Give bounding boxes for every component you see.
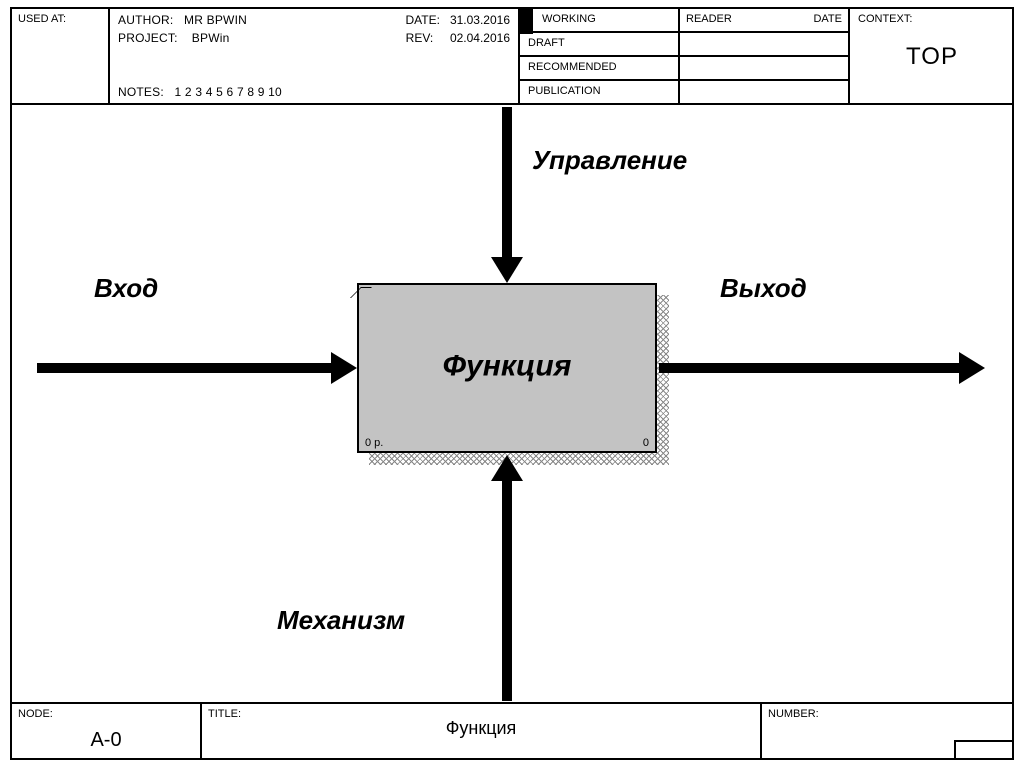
function-box-label: Функция — [359, 349, 655, 383]
author-value: MR BPWIN — [184, 13, 247, 27]
reader-row-1 — [680, 33, 848, 57]
rev-value: 02.04.2016 — [450, 31, 510, 45]
status-recommended: RECOMMENDED — [520, 57, 680, 81]
input-arrow-head-icon — [331, 352, 357, 384]
status-marker-icon — [519, 8, 533, 34]
footer: NODE: A-0 TITLE: Функция NUMBER: — [12, 702, 1012, 758]
mechanism-arrow — [502, 479, 512, 701]
idef0-frame: USED AT: AUTHOR: MR BPWIN PROJECT: BPWin… — [10, 7, 1014, 760]
function-box-bl: 0 р. — [365, 437, 383, 449]
footer-corner-box — [954, 740, 1014, 758]
rev-line: REV: 02.04.2016 — [406, 31, 510, 45]
header: USED AT: AUTHOR: MR BPWIN PROJECT: BPWin… — [12, 9, 1012, 105]
notes-label: NOTES: — [118, 85, 164, 99]
number-label: NUMBER: — [768, 708, 819, 720]
reader-row-3 — [680, 81, 848, 105]
date-value: 31.03.2016 — [450, 13, 510, 27]
used-at-cell: USED AT: — [12, 9, 110, 105]
meta-cell: AUTHOR: MR BPWIN PROJECT: BPWin NOTES: 1… — [110, 9, 520, 105]
rev-label: REV: — [406, 31, 434, 45]
control-arrow-head-icon — [491, 257, 523, 283]
project-label: PROJECT: — [118, 31, 178, 45]
status-recommended-label: RECOMMENDED — [528, 61, 617, 73]
status-working: WORKING — [520, 9, 680, 33]
date-label: DATE: — [405, 13, 439, 27]
output-arrow-head-icon — [959, 352, 985, 384]
node-value: A-0 — [12, 729, 200, 752]
function-box-br: 0 — [643, 437, 649, 449]
author-label: AUTHOR: — [118, 13, 173, 27]
reader-column: READER DATE — [680, 9, 850, 105]
box-corner-mark-icon — [361, 287, 371, 297]
control-arrow — [502, 107, 512, 259]
status-draft: DRAFT — [520, 33, 680, 57]
reader-label: READER — [686, 13, 732, 27]
diagram-area: Функция 0 р. 0 Вход Выход Управление Мех… — [12, 105, 1012, 704]
node-cell: NODE: A-0 — [12, 704, 202, 758]
status-publication: PUBLICATION — [520, 81, 680, 105]
node-label: NODE: — [18, 708, 53, 720]
input-arrow — [37, 363, 333, 373]
title-cell: TITLE: Функция — [202, 704, 762, 758]
number-cell: NUMBER: — [762, 704, 1014, 758]
notes-line: NOTES: 1 2 3 4 5 6 7 8 9 10 — [118, 85, 282, 99]
status-draft-label: DRAFT — [528, 37, 565, 49]
output-arrow — [659, 363, 961, 373]
used-at-label: USED AT: — [18, 13, 66, 25]
project-line: PROJECT: BPWin — [118, 31, 229, 45]
control-label: Управление — [532, 145, 687, 176]
function-box: Функция 0 р. 0 — [357, 283, 657, 453]
context-column: CONTEXT: TOP — [850, 9, 1014, 105]
status-publication-label: PUBLICATION — [528, 85, 601, 97]
reader-date-label: DATE — [813, 13, 842, 27]
project-value: BPWin — [192, 31, 230, 45]
context-value: TOP — [850, 43, 1014, 71]
reader-row-2 — [680, 57, 848, 81]
notes-value: 1 2 3 4 5 6 7 8 9 10 — [175, 85, 282, 99]
author-line: AUTHOR: MR BPWIN — [118, 13, 247, 27]
context-label: CONTEXT: — [858, 13, 912, 25]
title-value: Функция — [202, 718, 760, 739]
mechanism-arrow-head-icon — [491, 455, 523, 481]
mechanism-label: Механизм — [277, 605, 405, 636]
date-line: DATE: 31.03.2016 — [405, 13, 510, 27]
input-label: Вход — [94, 273, 158, 304]
status-column: WORKING DRAFT RECOMMENDED PUBLICATION — [520, 9, 680, 105]
output-label: Выход — [720, 273, 807, 304]
reader-head: READER DATE — [680, 9, 848, 33]
status-working-label: WORKING — [542, 13, 596, 25]
